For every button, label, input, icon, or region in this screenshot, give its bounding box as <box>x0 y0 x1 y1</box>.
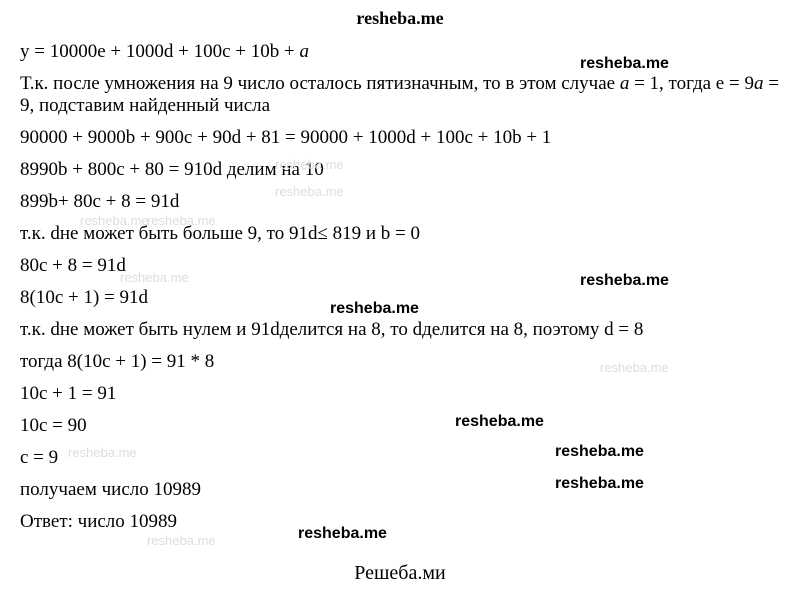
line-12: 10c = 90 <box>20 415 780 437</box>
line-7: 80c + 8 = 91d <box>20 255 780 277</box>
line-4: 8990b + 800c + 80 = 910d делим на 10 <box>20 159 780 181</box>
watermark-faint: resheba.me <box>147 533 216 548</box>
line-11: 10c + 1 = 91 <box>20 383 780 405</box>
line-10: тогда 8(10c + 1) = 91 * 8 <box>20 351 780 373</box>
line-2: Т.к. после умножения на 9 число осталось… <box>20 73 780 117</box>
line-1: y = 10000e + 1000d + 100c + 10b + a <box>20 41 780 63</box>
line-15: Ответ: число 10989 <box>20 511 780 533</box>
math-content: y = 10000e + 1000d + 100c + 10b + a Т.к.… <box>0 41 800 533</box>
header-title: resheba.me <box>0 0 800 41</box>
line-9: т.к. dне может быть нулем и 91dделится н… <box>20 319 780 341</box>
line-5: 899b+ 80c + 8 = 91d <box>20 191 780 213</box>
footer-text: Решеба.ми <box>0 562 800 585</box>
line-3: 90000 + 9000b + 900c + 90d + 81 = 90000 … <box>20 127 780 149</box>
line-14: получаем число 10989 <box>20 479 780 501</box>
line-6: т.к. dне может быть больше 9, то 91d≤ 81… <box>20 223 780 245</box>
line-13: c = 9 <box>20 447 780 469</box>
line-8: 8(10c + 1) = 91d <box>20 287 780 309</box>
